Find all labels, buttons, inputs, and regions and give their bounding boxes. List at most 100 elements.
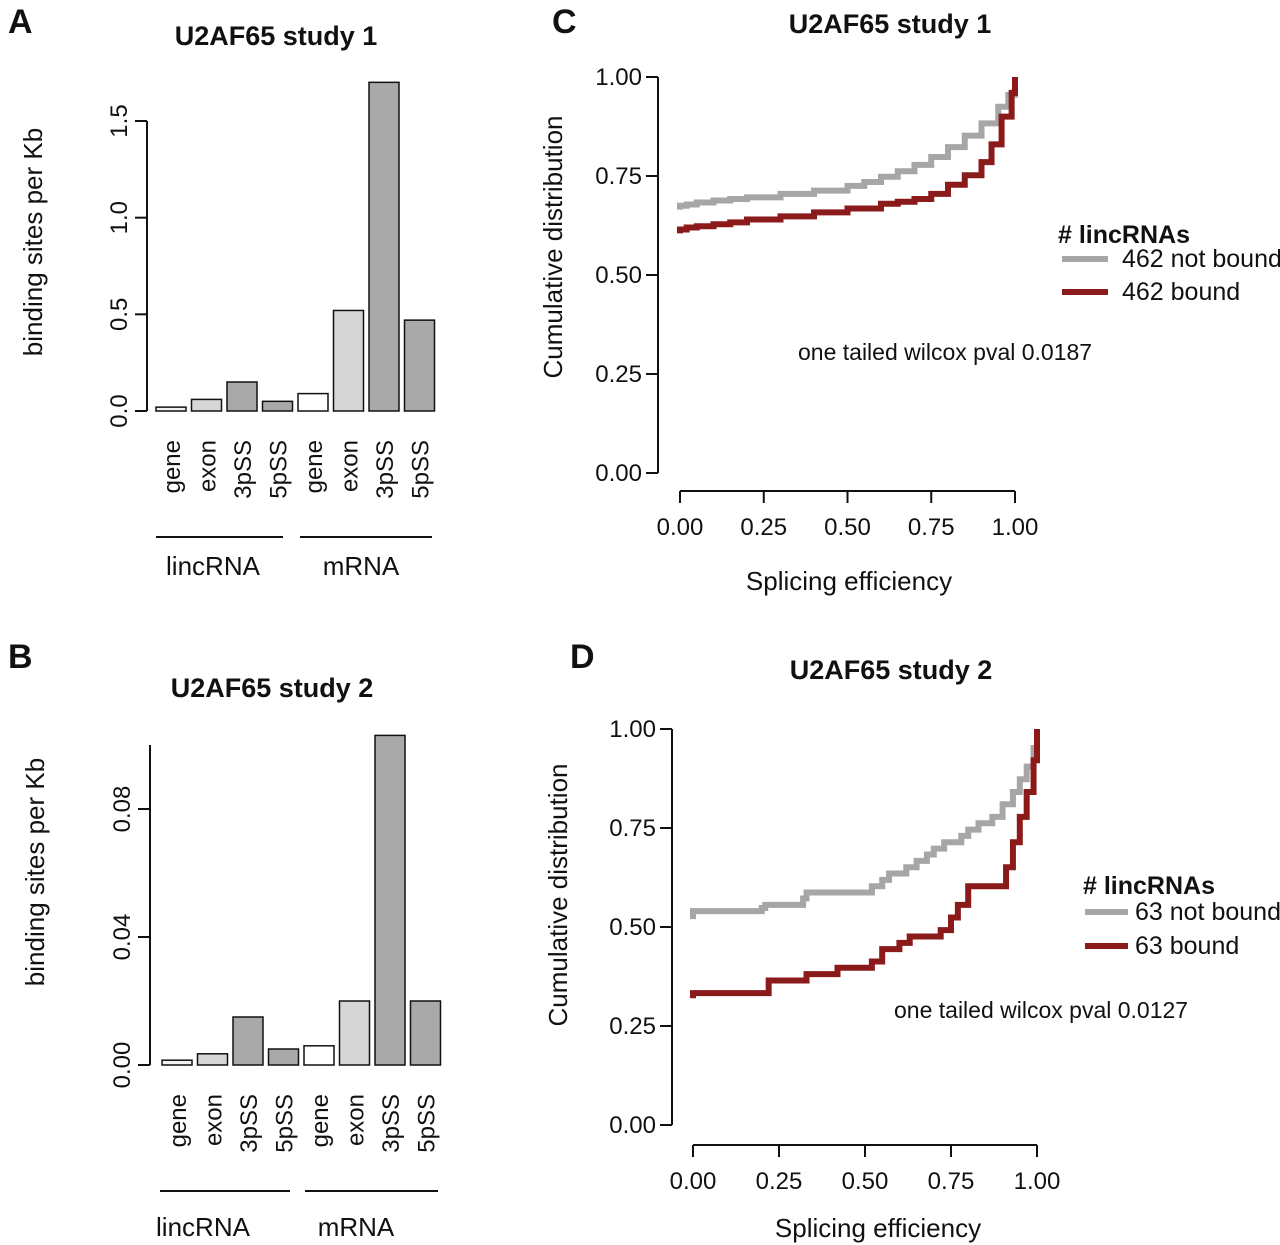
chart-a-category-label: 5pSS bbox=[266, 440, 293, 499]
chart-b-y-tick-label: 0.00 bbox=[109, 1042, 136, 1089]
chart-c-y-tick-label: 0.25 bbox=[595, 361, 642, 388]
chart-c-legend-label: 462 bound bbox=[1122, 278, 1240, 306]
chart-b-bar bbox=[267, 1048, 300, 1066]
chart-c-x-axis-label: Splicing efficiency bbox=[746, 566, 952, 596]
panel-letter-a: A bbox=[8, 3, 33, 41]
chart-a-title: U2AF65 study 1 bbox=[175, 21, 378, 51]
bar-chart-b: U2AF65 study 2 binding sites per Kb 0.00… bbox=[20, 673, 442, 1242]
chart-b-category-label: 5pSS bbox=[414, 1094, 441, 1153]
chart-a-category-label: gene bbox=[159, 440, 186, 493]
chart-a-category-label: exon bbox=[337, 440, 364, 492]
chart-b-y-ticks: 0.00 0.04 0.08 bbox=[109, 745, 151, 1089]
chart-c-x-tick-label: 0.75 bbox=[908, 514, 955, 541]
chart-a-bar bbox=[403, 319, 436, 412]
chart-d-x-tick-label: 1.00 bbox=[1014, 1168, 1061, 1195]
chart-a-category-labels: gene exon 3pSS 5pSS gene exon 3pSS 5pSS bbox=[159, 440, 435, 499]
chart-c-series bbox=[677, 77, 1018, 234]
chart-c-legend-label: 462 not bound bbox=[1122, 245, 1280, 273]
chart-a-category-label: gene bbox=[301, 440, 328, 493]
chart-a-category-label: exon bbox=[195, 440, 222, 492]
chart-b-bar bbox=[409, 1000, 442, 1066]
chart-d-legend-label: 63 bound bbox=[1135, 932, 1239, 960]
chart-d-series-line bbox=[690, 729, 1040, 920]
chart-c-series-line bbox=[677, 77, 1018, 210]
chart-b-bar bbox=[232, 1016, 264, 1066]
chart-d-annotation: one tailed wilcox pval 0.0127 bbox=[894, 997, 1188, 1023]
chart-d-y-tick-label: 0.50 bbox=[609, 914, 656, 941]
chart-b-bars bbox=[161, 734, 442, 1066]
chart-a-bar bbox=[368, 81, 400, 412]
chart-d-y-tick-label: 0.25 bbox=[609, 1013, 656, 1040]
chart-a-y-tick-label: 0.5 bbox=[106, 298, 133, 331]
chart-a-y-ticks: 0.0 0.5 1.0 1.5 bbox=[106, 104, 148, 428]
chart-a-category-label: 3pSS bbox=[372, 440, 399, 499]
chart-b-bar bbox=[303, 1045, 335, 1066]
chart-b-category-label: 3pSS bbox=[236, 1094, 263, 1153]
chart-a-bar bbox=[190, 398, 223, 412]
chart-b-group-labels: lincRNA mRNA bbox=[156, 1190, 438, 1242]
chart-d-x-tick-label: 0.75 bbox=[928, 1168, 975, 1195]
chart-a-y-tick-label: 0.0 bbox=[106, 394, 133, 427]
chart-a-bar bbox=[332, 309, 365, 412]
chart-d-y-tick-label: 0.00 bbox=[609, 1112, 656, 1139]
chart-d-series-line bbox=[690, 729, 1040, 999]
panel-letter-d: D bbox=[570, 638, 595, 676]
chart-b-category-label: gene bbox=[165, 1094, 192, 1147]
chart-d-x-tick-label: 0.25 bbox=[756, 1168, 803, 1195]
chart-b-category-label: exon bbox=[343, 1094, 370, 1146]
bar-chart-a: U2AF65 study 1 binding sites per Kb 0.00… bbox=[18, 21, 436, 581]
chart-b-category-label: 3pSS bbox=[378, 1094, 405, 1153]
chart-b-bar bbox=[374, 734, 406, 1066]
chart-b-bar bbox=[161, 1059, 193, 1066]
chart-a-group-labels: lincRNA mRNA bbox=[156, 536, 432, 581]
chart-b-group-label: lincRNA bbox=[156, 1212, 251, 1242]
chart-d-y-tick-label: 0.75 bbox=[609, 815, 656, 842]
chart-c-x-tick-label: 0.00 bbox=[657, 514, 704, 541]
chart-d-y-tick-label: 1.00 bbox=[609, 716, 656, 743]
chart-b-category-label: 5pSS bbox=[272, 1094, 299, 1153]
chart-b-bar bbox=[338, 1000, 371, 1066]
chart-a-bar bbox=[155, 406, 187, 412]
chart-d-legend-label: 63 not bound bbox=[1135, 898, 1280, 926]
chart-a-bar bbox=[297, 392, 329, 412]
line-chart-d: U2AF65 study 2 Cumulative distribution S… bbox=[543, 655, 1280, 1243]
chart-b-bar bbox=[196, 1053, 229, 1066]
chart-c-annotation: one tailed wilcox pval 0.0187 bbox=[798, 339, 1092, 365]
chart-c-x-tick-label: 0.50 bbox=[824, 514, 871, 541]
chart-a-y-tick-label: 1.0 bbox=[106, 201, 133, 234]
chart-a-category-label: 3pSS bbox=[230, 440, 257, 499]
chart-b-category-labels: gene exon 3pSS 5pSS gene exon 3pSS 5pSS bbox=[165, 1094, 441, 1153]
chart-d-x-tick-label: 0.00 bbox=[670, 1168, 717, 1195]
chart-d-x-axis-label: Splicing efficiency bbox=[775, 1213, 981, 1243]
chart-c-x-tick-label: 1.00 bbox=[992, 514, 1039, 541]
panel-letter-c: C bbox=[552, 3, 577, 41]
chart-d-y-axis-label: Cumulative distribution bbox=[543, 763, 573, 1026]
chart-c-y-tick-label: 0.50 bbox=[595, 262, 642, 289]
chart-a-bar bbox=[261, 400, 294, 412]
chart-a-bars bbox=[155, 81, 436, 412]
chart-c-legend-title: # lincRNAs bbox=[1058, 221, 1190, 249]
panel-letter-b: B bbox=[8, 638, 33, 676]
chart-b-y-axis-label: binding sites per Kb bbox=[20, 758, 50, 986]
chart-c-y-axis-label: Cumulative distribution bbox=[538, 115, 568, 378]
chart-a-y-tick-label: 1.5 bbox=[106, 104, 133, 137]
chart-b-category-label: exon bbox=[201, 1094, 228, 1146]
chart-b-category-label: gene bbox=[307, 1094, 334, 1147]
chart-d-legend: 63 not bound 63 bound bbox=[1085, 898, 1280, 960]
chart-b-title: U2AF65 study 2 bbox=[171, 673, 374, 703]
chart-b-y-tick-label: 0.08 bbox=[109, 786, 136, 833]
chart-c-legend: 462 not bound 462 bound bbox=[1062, 245, 1280, 306]
chart-c-y-tick-label: 0.00 bbox=[595, 460, 642, 487]
chart-d-series bbox=[690, 729, 1040, 999]
chart-c-ticks: 0.00 0.25 0.50 0.75 1.00 0.00 0.25 0.50 0.75 1.00 bbox=[595, 64, 1038, 541]
chart-a-category-label: 5pSS bbox=[408, 440, 435, 499]
chart-b-group-label: mRNA bbox=[318, 1212, 395, 1242]
chart-d-x-tick-label: 0.50 bbox=[842, 1168, 889, 1195]
line-chart-c: U2AF65 study 1 Cumulative distribution S… bbox=[538, 9, 1280, 596]
chart-a-group-label: lincRNA bbox=[166, 551, 261, 581]
chart-c-y-tick-label: 1.00 bbox=[595, 64, 642, 91]
chart-c-title: U2AF65 study 1 bbox=[789, 9, 992, 39]
chart-d-title: U2AF65 study 2 bbox=[790, 655, 993, 685]
chart-d-legend-title: # lincRNAs bbox=[1083, 872, 1215, 900]
